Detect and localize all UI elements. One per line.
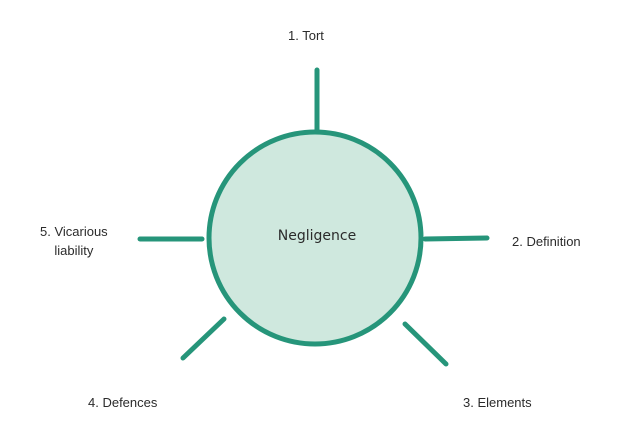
spoke-elements (402, 321, 449, 367)
label-elements: 3. Elements (463, 395, 532, 410)
spoke-definition (422, 235, 490, 242)
label-tort: 1. Tort (288, 28, 324, 43)
label-defences: 4. Defences (88, 395, 158, 410)
label-definition: 2. Definition (512, 234, 581, 249)
label-vicarious-liability: 5. Vicarious liability (40, 222, 108, 260)
center-circle (206, 129, 424, 347)
label-vicarious-line-2: liability (54, 243, 94, 258)
label-vicarious-line-1: 5. Vicarious (40, 224, 108, 239)
spoke-defences (180, 316, 227, 361)
center-label: Negligence (277, 228, 357, 244)
